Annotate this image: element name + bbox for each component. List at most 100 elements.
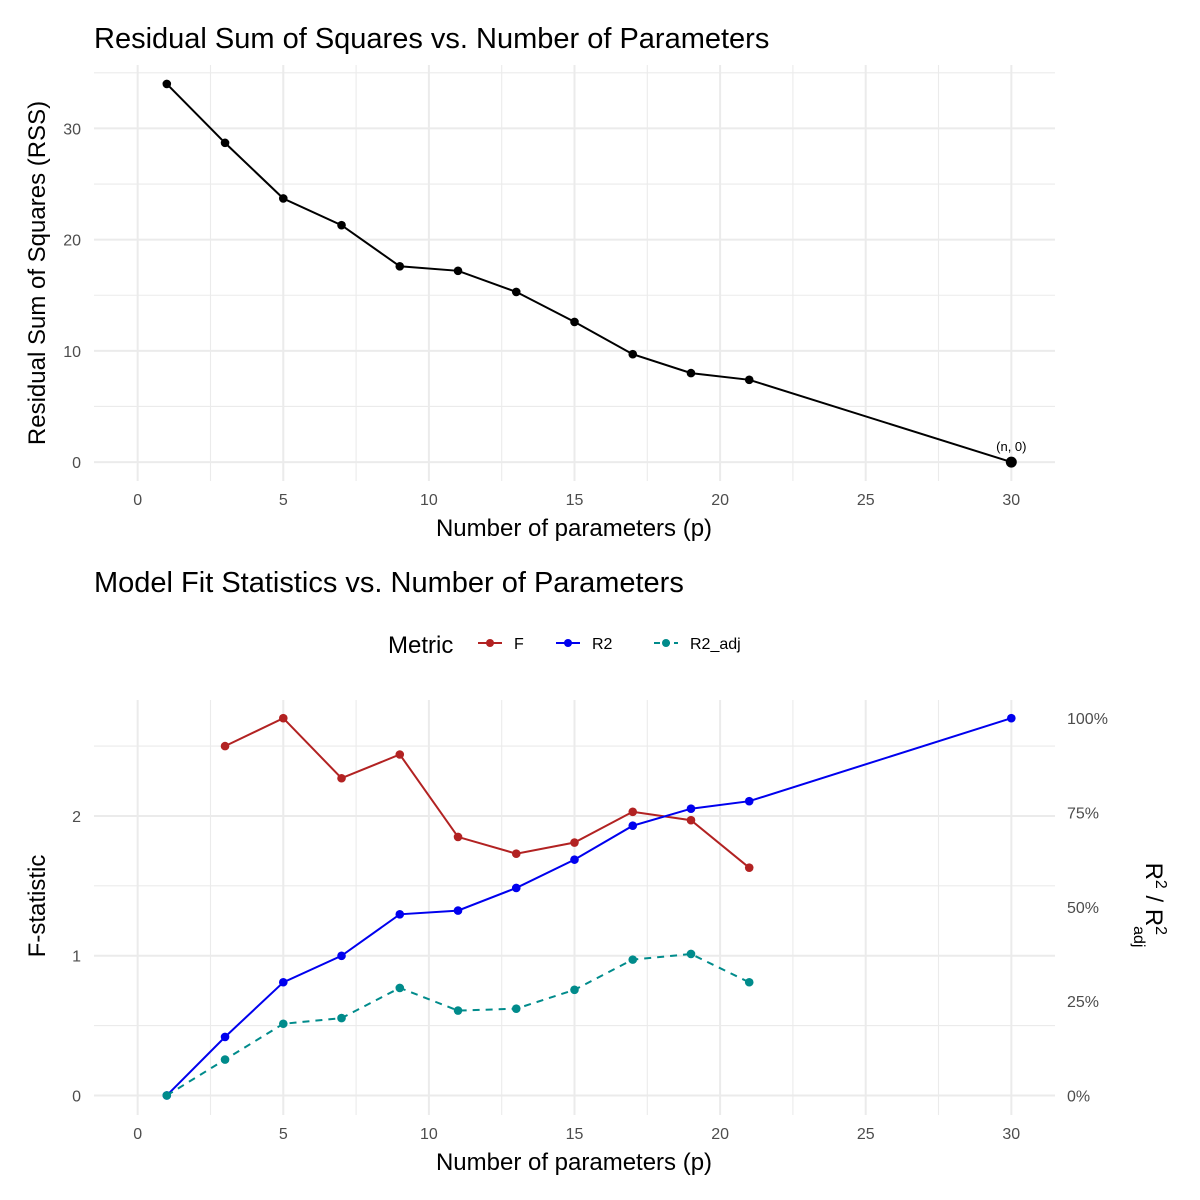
fit-x-tick-25: 25 bbox=[857, 1126, 875, 1143]
series-r2-point-17 bbox=[628, 821, 638, 830]
fit-x-tick-20: 20 bbox=[711, 1126, 729, 1143]
fit-x-tick-15: 15 bbox=[566, 1126, 584, 1143]
rss-y-tick-10: 10 bbox=[63, 344, 81, 361]
fit-stats-series bbox=[162, 713, 1016, 1100]
fit-y-tick-0: 0 bbox=[72, 1088, 81, 1105]
series-r2-point-21 bbox=[744, 796, 754, 806]
fit-stats-panel: Model Fit Statistics vs. Number of Param… bbox=[24, 567, 1169, 1176]
rss-chart-title: Residual Sum of Squares vs. Number of Pa… bbox=[94, 23, 769, 55]
series-r2-adj-line bbox=[166, 952, 750, 1097]
fit-y-tick-2: 2 bbox=[72, 809, 81, 826]
series-r2-adj-point-1 bbox=[162, 1091, 172, 1100]
secondary-y-tick-25: 25% bbox=[1067, 994, 1099, 1011]
legend: Metric F R2 R2_adj bbox=[388, 632, 741, 659]
rss-y-tick-20: 20 bbox=[63, 233, 81, 250]
series-r2-adj-point-21 bbox=[744, 977, 754, 987]
y2-title-sub: adj bbox=[1130, 926, 1147, 947]
rss-gridlines bbox=[94, 65, 1055, 481]
series-r2-adj-point-11 bbox=[453, 1006, 463, 1015]
rss-series-point-15 bbox=[570, 317, 579, 327]
legend-label-f: F bbox=[514, 636, 524, 653]
rss-x-tick-5: 5 bbox=[279, 492, 288, 509]
series-r2-point-13 bbox=[511, 883, 521, 893]
rss-series bbox=[162, 79, 1016, 467]
series-r2-point-11 bbox=[453, 906, 463, 915]
series-r2-point-9 bbox=[395, 910, 405, 919]
series-r2-adj-point-3 bbox=[220, 1055, 230, 1064]
rss-panel: Residual Sum of Squares vs. Number of Pa… bbox=[24, 23, 1055, 542]
rss-x-tick-labels: 0 5 10 15 20 25 30 bbox=[133, 492, 1020, 509]
legend-swatch-point-r2-adj bbox=[662, 639, 670, 647]
y2-title-sup1: 2 bbox=[1152, 880, 1169, 889]
series-r2-point-5 bbox=[278, 977, 288, 987]
legend-label-r2-adj: R2_adj bbox=[690, 636, 741, 653]
y2-title-mid: / R bbox=[1140, 889, 1167, 926]
fit-stats-gridlines bbox=[94, 700, 1055, 1115]
rss-x-tick-0: 0 bbox=[133, 492, 142, 509]
legend-items: F R2 R2_adj bbox=[478, 636, 741, 653]
series-r2-point-30 bbox=[1007, 713, 1016, 723]
fit-stats-x-axis-title: Number of parameters (p) bbox=[436, 1149, 712, 1176]
rss-series-line bbox=[166, 83, 1012, 464]
rss-series-point-1 bbox=[162, 79, 172, 89]
series-f-line bbox=[224, 716, 750, 869]
secondary-y-tick-0: 0% bbox=[1067, 1088, 1090, 1105]
fit-stats-secondary-y-tick-labels: 0% 25% 50% 75% 100% bbox=[1067, 711, 1108, 1105]
legend-swatch-point-r2 bbox=[564, 639, 572, 647]
fit-stats-y-tick-labels: 0 1 2 bbox=[72, 809, 81, 1105]
series-f-point-17 bbox=[628, 807, 638, 817]
secondary-y-tick-50: 50% bbox=[1067, 900, 1099, 917]
legend-swatch-point-f bbox=[486, 639, 494, 647]
rss-x-tick-30: 30 bbox=[1002, 492, 1020, 509]
y2-title-base: R bbox=[1140, 863, 1167, 880]
rss-series-point-7 bbox=[337, 220, 346, 230]
rss-x-tick-20: 20 bbox=[711, 492, 729, 509]
rss-y-tick-labels: 0 10 20 30 bbox=[63, 121, 81, 472]
rss-x-tick-10: 10 bbox=[420, 492, 438, 509]
series-r2-adj-point-5 bbox=[278, 1019, 288, 1029]
series-r2-adj-point-13 bbox=[511, 1004, 521, 1013]
series-f-point-15 bbox=[570, 838, 579, 847]
series-r2-adj-point-19 bbox=[686, 949, 696, 959]
rss-series-point-9 bbox=[395, 262, 405, 271]
series-f-point-11 bbox=[453, 832, 463, 842]
y2-title-sup2: 2 bbox=[1152, 926, 1169, 935]
series-f-point-9 bbox=[395, 750, 405, 759]
series-f-point-7 bbox=[337, 773, 346, 783]
rss-y-tick-0: 0 bbox=[72, 455, 81, 472]
series-r2-line bbox=[166, 717, 1012, 1097]
secondary-y-tick-100: 100% bbox=[1067, 711, 1108, 728]
rss-series-point-17 bbox=[628, 349, 638, 359]
rss-x-tick-15: 15 bbox=[566, 492, 584, 509]
series-r2-point-3 bbox=[220, 1032, 230, 1042]
legend-label-r2: R2 bbox=[592, 636, 613, 653]
rss-series-point-3 bbox=[220, 138, 230, 148]
fit-stats-x-tick-labels: 0 5 10 15 20 25 30 bbox=[133, 1126, 1020, 1143]
series-f-point-19 bbox=[686, 815, 696, 825]
series-r2-adj-point-9 bbox=[395, 983, 405, 993]
series-r2-point-15 bbox=[570, 855, 579, 864]
rss-x-tick-25: 25 bbox=[857, 492, 875, 509]
fit-y-tick-1: 1 bbox=[72, 949, 81, 966]
series-r2-adj-point-17 bbox=[628, 955, 638, 964]
series-r2-adj-point-15 bbox=[570, 985, 579, 995]
series-f-point-21 bbox=[744, 863, 754, 872]
rss-endpoint-marker bbox=[1005, 456, 1017, 468]
secondary-y-tick-75: 75% bbox=[1067, 805, 1099, 822]
rss-series-point-21 bbox=[744, 375, 754, 385]
series-r2-adj-point-7 bbox=[337, 1013, 346, 1023]
series-f-point-13 bbox=[511, 849, 521, 859]
rss-series-point-19 bbox=[686, 368, 696, 378]
rss-x-axis-title: Number of parameters (p) bbox=[436, 515, 712, 542]
rss-series-point-11 bbox=[453, 266, 463, 276]
fit-x-tick-0: 0 bbox=[133, 1126, 142, 1143]
fit-stats-chart-title: Model Fit Statistics vs. Number of Param… bbox=[94, 567, 684, 599]
rss-annotations: (n, 0) bbox=[996, 439, 1026, 468]
rss-annotation-label: (n, 0) bbox=[996, 439, 1026, 454]
fit-stats-y-axis-title: F-statistic bbox=[24, 855, 51, 958]
series-r2-point-19 bbox=[686, 804, 696, 814]
fit-x-tick-5: 5 bbox=[279, 1126, 288, 1143]
series-r2-point-7 bbox=[337, 951, 346, 961]
